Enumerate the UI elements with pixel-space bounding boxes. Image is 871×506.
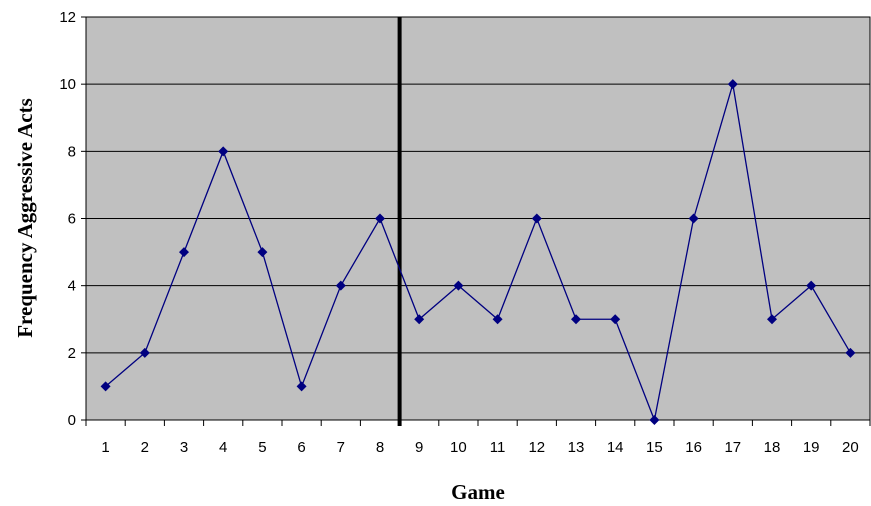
gridlines <box>86 83 870 354</box>
data-point <box>845 347 856 358</box>
y-axis: 0 2 4 6 8 10 12 <box>59 9 86 429</box>
y-tick-label: 2 <box>68 345 76 362</box>
data-point <box>806 280 817 291</box>
x-tick-label: 9 <box>415 439 423 456</box>
data-point <box>571 314 581 325</box>
data-point <box>179 247 189 258</box>
data-point <box>218 146 229 157</box>
y-axis-title: Frequency Aggressive Acts <box>13 98 37 338</box>
x-tick-label: 16 <box>685 439 702 456</box>
data-point <box>257 247 268 258</box>
y-tick-label: 4 <box>68 278 76 295</box>
series-line <box>105 83 851 423</box>
x-tick-label: 18 <box>764 439 781 456</box>
data-point <box>453 280 464 291</box>
x-axis: 1 2 3 4 5 6 7 8 9 10 11 12 13 14 15 16 17 18 19 20 <box>85 420 871 456</box>
x-tick-label: 4 <box>219 439 227 456</box>
x-tick-label: 8 <box>376 439 384 456</box>
x-tick-label: 17 <box>724 439 741 456</box>
data-point <box>649 415 660 425</box>
data-point <box>414 314 425 325</box>
x-tick-label: 19 <box>803 439 820 456</box>
y-tick-label: 12 <box>59 9 76 26</box>
y-tick-label: 6 <box>68 211 76 228</box>
data-point <box>727 79 738 90</box>
x-tick-label: 2 <box>141 439 149 456</box>
x-tick-label: 6 <box>297 439 305 456</box>
x-tick-label: 12 <box>528 439 545 456</box>
data-points <box>100 79 856 425</box>
data-point <box>296 381 307 392</box>
x-tick-label: 20 <box>842 439 859 456</box>
data-point <box>688 213 699 224</box>
data-point <box>335 280 346 291</box>
x-tick-label: 14 <box>607 439 624 456</box>
x-tick-label: 11 <box>490 439 506 456</box>
data-point <box>531 213 542 224</box>
x-tick-label: 7 <box>337 439 345 456</box>
data-point <box>492 314 503 325</box>
data-point <box>375 213 385 224</box>
data-point <box>767 314 777 325</box>
x-tick-label: 15 <box>646 439 663 456</box>
data-point <box>100 381 111 392</box>
x-tick-label: 10 <box>450 439 467 456</box>
y-tick-label: 0 <box>68 412 76 429</box>
y-tick-label: 10 <box>59 76 76 93</box>
y-tick-label: 8 <box>68 143 76 160</box>
data-point <box>139 347 150 358</box>
x-tick-label: 5 <box>258 439 266 456</box>
x-tick-label: 1 <box>101 439 109 456</box>
x-axis-title: Game <box>451 480 505 504</box>
x-tick-label: 13 <box>568 439 585 456</box>
x-tick-label: 3 <box>180 439 188 456</box>
data-point <box>610 314 621 325</box>
